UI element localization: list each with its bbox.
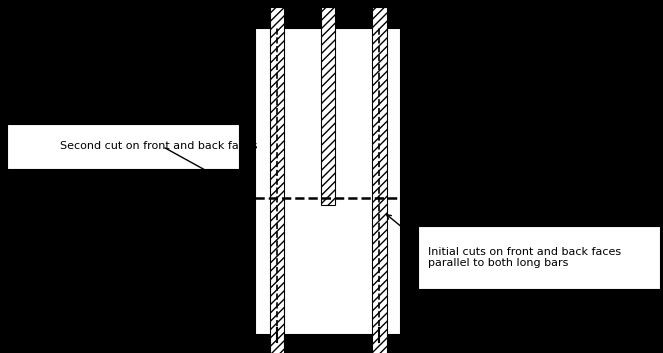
Bar — [418, 226, 660, 289]
Text: Initial cuts on front and back faces
parallel to both long bars: Initial cuts on front and back faces par… — [428, 247, 621, 269]
Bar — [7, 124, 239, 169]
Bar — [255, 28, 401, 335]
Bar — [321, 7, 335, 205]
Text: Second cut on front and back faces: Second cut on front and back faces — [60, 142, 257, 151]
Bar — [372, 7, 387, 353]
Bar — [270, 7, 284, 353]
